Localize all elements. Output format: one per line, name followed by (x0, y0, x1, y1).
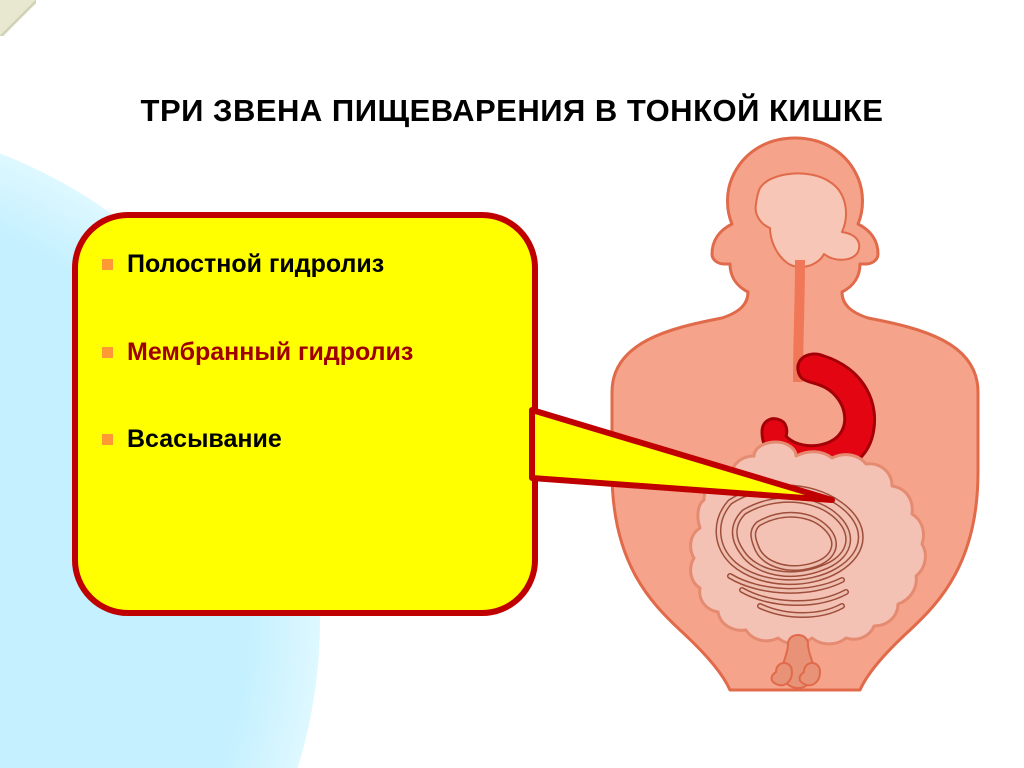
bullet-list: Полостной гидролиз Мембранный гидролиз Вса… (102, 250, 482, 455)
bullet-text: Мембранный гидролиз (127, 338, 413, 368)
slide-title: ТРИ ЗВЕНА ПИЩЕВАРЕНИЯ В ТОНКОЙ КИШКЕ (0, 93, 1024, 129)
bullet-marker (102, 434, 113, 445)
bullet-text: Полостной гидролиз (127, 250, 384, 280)
bullet-item: Всасывание (102, 425, 482, 455)
bullet-marker (102, 259, 113, 270)
bullet-item: Полостной гидролиз (102, 250, 482, 280)
bullet-text: Всасывание (127, 425, 282, 455)
callout-tail (526, 404, 838, 506)
page-corner (0, 0, 36, 36)
bullet-marker (102, 347, 113, 358)
bullet-item: Мембранный гидролиз (102, 338, 482, 368)
